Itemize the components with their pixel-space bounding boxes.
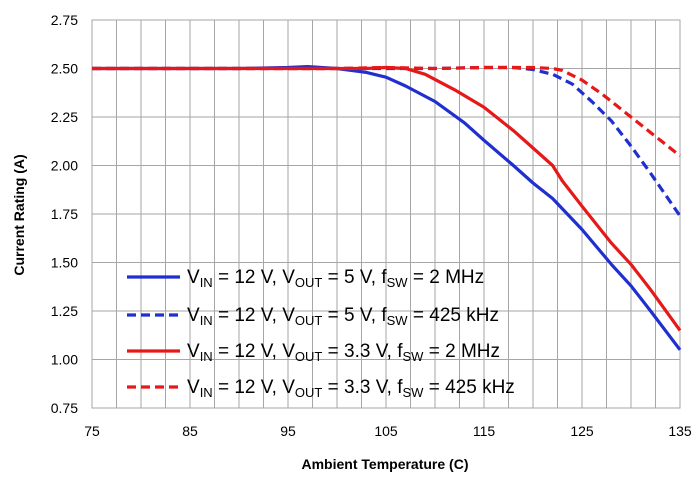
y-tick-label: 2.50 <box>51 61 78 77</box>
y-tick-label: 2.75 <box>51 12 78 28</box>
y-tick-label: 0.75 <box>51 400 78 416</box>
legend-label-3: VIN = 12 V, VOUT = 3.3 V, fSW = 2 MHz <box>187 341 500 364</box>
x-axis-tick-labels: 75 85 95 105 115 125 135 <box>84 423 692 439</box>
y-tick-label: 1.00 <box>51 352 78 368</box>
series-line-4 <box>92 65 681 158</box>
legend: VIN = 12 V, VOUT = 5 V, fSW = 2 MHz VIN =… <box>127 267 515 400</box>
series-lines <box>92 65 682 351</box>
y-tick-label: 1.75 <box>51 206 78 222</box>
y-tick-label: 2.25 <box>51 109 78 125</box>
y-tick-label: 1.25 <box>51 303 78 319</box>
legend-label-2: VIN = 12 V, VOUT = 5 V, fSW = 425 kHz <box>187 305 499 328</box>
x-tick-label: 135 <box>668 423 692 439</box>
x-axis-title: Ambient Temperature (C) <box>302 456 469 472</box>
x-tick-label: 105 <box>374 423 398 439</box>
y-axis-tick-labels: 0.75 1.00 1.25 1.50 1.75 2.00 2.25 2.50 2.75 <box>51 12 78 416</box>
x-tick-label: 115 <box>473 423 496 439</box>
y-tick-label: 2.00 <box>51 158 78 174</box>
legend-label-4: VIN = 12 V, VOUT = 3.3 V, fSW = 425 kHz <box>187 377 515 400</box>
series-line-2 <box>92 65 682 217</box>
legend-label-1: VIN = 12 V, VOUT = 5 V, fSW = 2 MHz <box>187 267 484 290</box>
y-tick-label: 1.50 <box>51 255 78 271</box>
x-tick-label: 75 <box>84 423 100 439</box>
y-axis-title: Current Rating (A) <box>11 154 27 275</box>
x-tick-label: 95 <box>280 423 296 439</box>
x-tick-label: 85 <box>182 423 198 439</box>
x-tick-label: 125 <box>570 423 594 439</box>
